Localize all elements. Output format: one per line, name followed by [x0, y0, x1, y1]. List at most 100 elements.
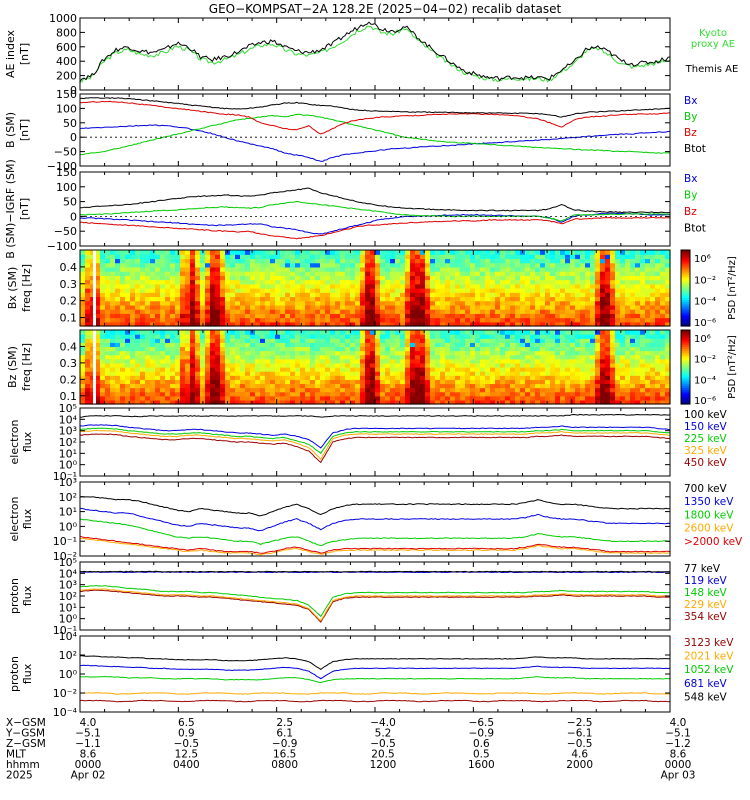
heatmap-cell — [270, 262, 276, 268]
heatmap-cell — [205, 271, 211, 276]
heatmap-cell — [635, 309, 641, 314]
heatmap-cell — [320, 391, 326, 397]
heatmap-cell — [380, 271, 386, 276]
heatmap-cell — [430, 317, 436, 323]
heatmap-cell — [220, 367, 226, 372]
heatmap-cell — [660, 395, 666, 401]
heatmap-cell — [255, 321, 261, 327]
heatmap-cell — [185, 330, 191, 335]
heatmap-cell — [610, 399, 616, 405]
y-tick-label: 0.4 — [60, 340, 78, 353]
heatmap-cell — [335, 283, 341, 289]
heatmap-cell — [115, 266, 121, 272]
heatmap-cell — [100, 262, 106, 268]
heatmap-cell — [255, 317, 261, 323]
heatmap-cell — [140, 300, 146, 306]
heatmap-cell — [625, 346, 631, 352]
heatmap-cell — [365, 395, 371, 401]
heatmap-cell — [90, 354, 96, 360]
heatmap-cell — [655, 367, 661, 372]
heatmap-cell — [405, 387, 411, 393]
heatmap-cell — [265, 383, 271, 389]
heatmap-cell — [520, 383, 526, 389]
heatmap-cell — [290, 362, 296, 368]
heatmap-cell — [545, 283, 551, 289]
heatmap-cell — [355, 309, 361, 314]
heatmap-cell — [380, 309, 386, 314]
heatmap-cell — [560, 304, 566, 310]
heatmap-cell — [575, 283, 581, 289]
heatmap-cell — [180, 258, 186, 264]
heatmap-cell — [660, 279, 666, 285]
heatmap-cell — [590, 258, 596, 264]
heatmap-cell — [640, 313, 646, 319]
heatmap-cell — [555, 283, 561, 289]
heatmap-cell — [220, 321, 226, 327]
heatmap-cell — [635, 330, 641, 335]
heatmap-cell — [575, 346, 581, 352]
heatmap-cell — [645, 275, 651, 281]
heatmap-cell — [535, 262, 541, 268]
heatmap-cell — [295, 383, 301, 389]
heatmap-cell — [170, 387, 176, 393]
heatmap-cell — [145, 309, 151, 314]
y-tick-label: 0 — [70, 84, 77, 97]
heatmap-cell — [230, 258, 236, 264]
heatmap-cell — [650, 342, 656, 348]
heatmap-cell — [130, 375, 136, 380]
heatmap-cell — [520, 279, 526, 285]
heatmap-cell — [455, 391, 461, 397]
heatmap-cell — [510, 350, 516, 356]
y-axis-label: Bx (SM) — [6, 267, 19, 310]
heatmap-cell — [300, 358, 306, 364]
heatmap-cell — [345, 342, 351, 348]
heatmap-cell — [620, 375, 626, 380]
heatmap-cell — [500, 330, 506, 335]
colorbar-segment — [681, 378, 690, 381]
heatmap-cell — [510, 309, 516, 314]
heatmap-cell — [205, 334, 211, 339]
heatmap-cell — [290, 313, 296, 319]
heatmap-cell — [125, 375, 131, 380]
heatmap-cell — [660, 379, 666, 385]
heatmap-cell — [360, 283, 366, 289]
heatmap-cell — [450, 338, 456, 343]
heatmap-cell — [140, 367, 146, 372]
heatmap-cell — [575, 350, 581, 356]
heatmap-cell — [650, 330, 656, 335]
heatmap-cell — [460, 371, 466, 376]
heatmap-cell — [565, 354, 571, 360]
heatmap-cell — [90, 258, 96, 264]
heatmap-cell — [505, 317, 511, 323]
heatmap-cell — [205, 317, 211, 323]
heatmap-cell — [225, 309, 231, 314]
heatmap-cell — [175, 283, 181, 289]
heatmap-cell — [550, 292, 556, 298]
heatmap-cell — [255, 279, 261, 285]
heatmap-cell — [440, 354, 446, 360]
heatmap-cell — [535, 375, 541, 380]
heatmap-cell — [515, 258, 521, 264]
heatmap-cell — [565, 375, 571, 380]
heatmap-cell — [535, 362, 541, 368]
heatmap-cell — [625, 391, 631, 397]
colorbar-segment — [681, 368, 690, 372]
heatmap-cell — [355, 266, 361, 272]
heatmap-cell — [455, 313, 461, 319]
heatmap-cell — [265, 350, 271, 356]
heatmap-cell — [420, 275, 426, 281]
heatmap-cell — [665, 399, 671, 405]
heatmap-cell — [430, 330, 436, 335]
heatmap-cell — [155, 321, 161, 327]
heatmap-cell — [270, 300, 276, 306]
heatmap-cell — [460, 321, 466, 327]
heatmap-cell — [245, 309, 251, 314]
heatmap-cell — [230, 304, 236, 310]
heatmap-cell — [245, 338, 251, 343]
heatmap-cell — [90, 338, 96, 343]
heatmap-cell — [360, 279, 366, 285]
heatmap-cell — [420, 317, 426, 323]
heatmap-cell — [395, 304, 401, 310]
heatmap-cell — [355, 292, 361, 298]
heatmap-cell — [235, 296, 241, 302]
